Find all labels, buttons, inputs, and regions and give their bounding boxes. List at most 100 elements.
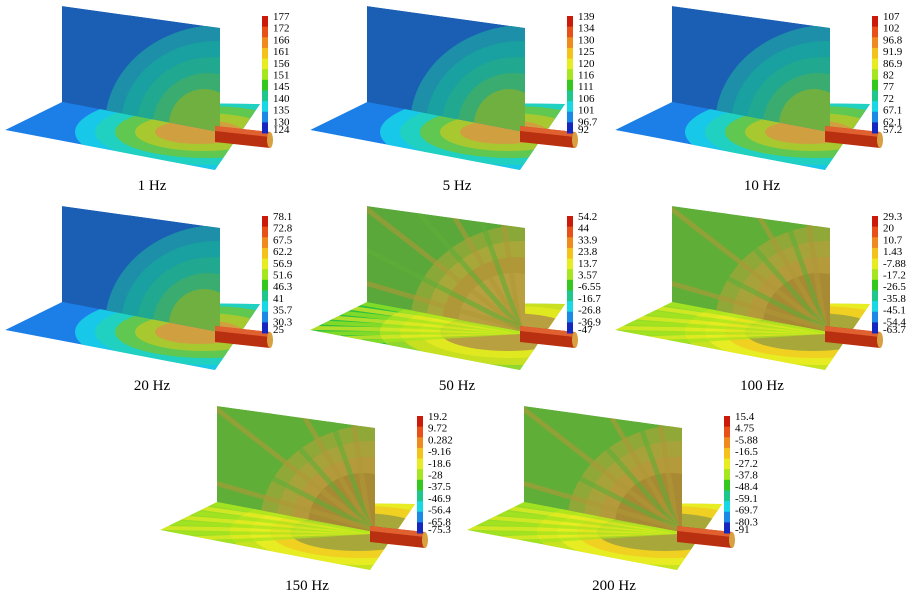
colorbar-tick-label: -48.4 xyxy=(735,481,758,493)
pipe xyxy=(825,126,883,148)
colorbar-tick-label: 130 xyxy=(578,34,595,46)
colorbar-tick-label: 57.2 xyxy=(883,124,902,136)
colorbar-tick-label: 106 xyxy=(578,93,595,105)
colorbar-tick-label: 77 xyxy=(883,81,895,93)
panel-1-hz: 177 172 166 161 156 151 145 140 135 130 124 1 Hz xyxy=(0,0,305,200)
colorbar-tick-label: 96.7 xyxy=(578,116,598,128)
wall-plane xyxy=(367,206,525,332)
colorbar-tick-label: -26.5 xyxy=(883,281,906,293)
pipe xyxy=(370,526,428,548)
pipe xyxy=(215,126,273,148)
colorbar-tick-label: 135 xyxy=(273,105,290,117)
colorbar-tick-label: 166 xyxy=(273,34,290,46)
colorbar-tick-label: -26.8 xyxy=(578,305,601,317)
colorbar xyxy=(872,16,878,134)
colorbar-tick-label: 101 xyxy=(578,105,595,117)
colorbar-tick-label: -18.6 xyxy=(428,458,451,470)
colorbar-tick-label: 4.75 xyxy=(735,423,755,435)
colorbar-tick-label: 23.8 xyxy=(578,246,598,258)
colorbar-tick-label: 54.2 xyxy=(578,211,597,223)
colorbar-tick-label: 72 xyxy=(883,93,894,105)
colorbar xyxy=(567,216,573,334)
colorbar-tick-label: 78.1 xyxy=(273,211,292,223)
field-plot: 15.44.75-5.88-16.5-27.2-37.8-48.4-59.1-6… xyxy=(467,406,758,594)
colorbar-tick-label: -17.2 xyxy=(883,270,906,282)
pipe xyxy=(520,126,578,148)
frequency-caption: 200 Hz xyxy=(592,578,636,594)
wall-plane xyxy=(217,406,375,532)
panel-10-hz: 107 102 96.8 91.9 86.9 82 77 72 67.1 62.1 57.2 10 H… xyxy=(610,0,915,200)
wall-plane xyxy=(367,6,525,132)
colorbar-tick-label: 107 xyxy=(883,11,900,23)
colorbar-tick-label: 145 xyxy=(273,81,290,93)
colorbar-tick-label: 0.282 xyxy=(428,434,453,446)
colorbar xyxy=(724,416,730,534)
colorbar-tick-label: -7.88 xyxy=(883,258,906,270)
colorbar-tick-label: 35.7 xyxy=(273,305,293,317)
field-plot: 29.32010.71.43-7.88-17.2-26.5-35.8-45.1-… xyxy=(615,206,906,394)
colorbar-tick-label: -35.8 xyxy=(883,293,906,305)
colorbar-tick-label: -45.1 xyxy=(883,305,906,317)
colorbar xyxy=(262,16,268,134)
colorbar-tick-label: 86.9 xyxy=(883,58,903,70)
colorbar-tick-label: 62.2 xyxy=(273,246,292,258)
wall-plane xyxy=(62,6,220,132)
colorbar xyxy=(417,416,423,534)
colorbar-tick-label: 161 xyxy=(273,46,290,58)
colorbar-tick-label: -75.3 xyxy=(428,524,451,536)
frequency-caption: 5 Hz xyxy=(443,178,472,194)
colorbar-tick-label: -16.7 xyxy=(578,293,601,305)
colorbar-tick-label: -59.1 xyxy=(735,493,758,505)
colorbar-tick-label: 1.43 xyxy=(883,246,903,258)
colorbar xyxy=(262,216,268,334)
colorbar xyxy=(567,16,573,134)
colorbar-tick-label: 116 xyxy=(578,70,595,82)
colorbar-tick-label: 46.3 xyxy=(273,281,293,293)
colorbar-tick-label: 33.9 xyxy=(578,234,598,246)
colorbar-tick-label: 30.3 xyxy=(273,316,293,328)
colorbar-tick-label: 15.4 xyxy=(735,411,755,423)
pipe xyxy=(520,326,578,348)
colorbar-tick-label: 82 xyxy=(883,70,894,82)
colorbar-tick-label: 20 xyxy=(883,223,895,235)
panel-100-hz: 29.3 20 10.7 1.43 -7.88 -17.2 -26.5 -35.8 -45.1-… xyxy=(610,200,915,400)
colorbar-tick-label: -91 xyxy=(735,524,750,536)
colorbar-tick-label: -6.55 xyxy=(578,281,601,293)
panel-50-hz: 54.2 44 33.9 23.8 13.7 3.57 -6.55 -16.7 -26.8 -36… xyxy=(305,200,610,400)
colorbar-tick-label: -69.7 xyxy=(735,505,758,517)
colorbar-tick-label: -36.9 xyxy=(578,316,601,328)
panel-200-hz: 15.4 4.75 -5.88 -16.5 -27.2 -37.8 -48.4 -59.1 -6… xyxy=(462,400,767,600)
frequency-caption: 100 Hz xyxy=(740,378,784,394)
wall-plane xyxy=(672,6,830,132)
colorbar-tick-label: -16.5 xyxy=(735,446,758,458)
colorbar-tick-label: 51.6 xyxy=(273,270,293,282)
colorbar-tick-label: 25 xyxy=(273,324,285,336)
frequency-caption: 20 Hz xyxy=(134,378,171,394)
colorbar-tick-label: 111 xyxy=(578,81,594,93)
colorbar-tick-label: -37.5 xyxy=(428,481,451,493)
colorbar-tick-label: 177 xyxy=(273,11,290,23)
colorbar-tick-label: -28 xyxy=(428,470,443,482)
colorbar-tick-label: 67.1 xyxy=(883,105,902,117)
colorbar-tick-label: -56.4 xyxy=(428,505,451,517)
frequency-caption: 1 Hz xyxy=(138,178,167,194)
panel-20-hz: 78.1 72.8 67.5 62.2 56.9 51.6 46.3 41 35.7 30.3 25… xyxy=(0,200,305,400)
colorbar-tick-label: 96.8 xyxy=(883,34,903,46)
colorbar-tick-label: -46.9 xyxy=(428,493,451,505)
pipe xyxy=(677,526,735,548)
pipe xyxy=(215,326,273,348)
colorbar-tick-label: 10.7 xyxy=(883,234,903,246)
wall-plane xyxy=(524,406,682,532)
panel-150-hz: 19.2 9.72 0.282 -9.16 -18.6 -28 -37.5 -46.9 -56.… xyxy=(155,400,460,600)
colorbar-tick-label: 56.9 xyxy=(273,258,293,270)
pipe xyxy=(825,326,883,348)
colorbar-tick-label: 19.2 xyxy=(428,411,447,423)
colorbar-tick-label: -80.3 xyxy=(735,516,758,528)
frequency-caption: 10 Hz xyxy=(744,178,781,194)
colorbar-tick-label: 125 xyxy=(578,46,595,58)
colorbar-tick-label: 124 xyxy=(273,124,290,136)
colorbar-tick-label: 3.57 xyxy=(578,270,598,282)
